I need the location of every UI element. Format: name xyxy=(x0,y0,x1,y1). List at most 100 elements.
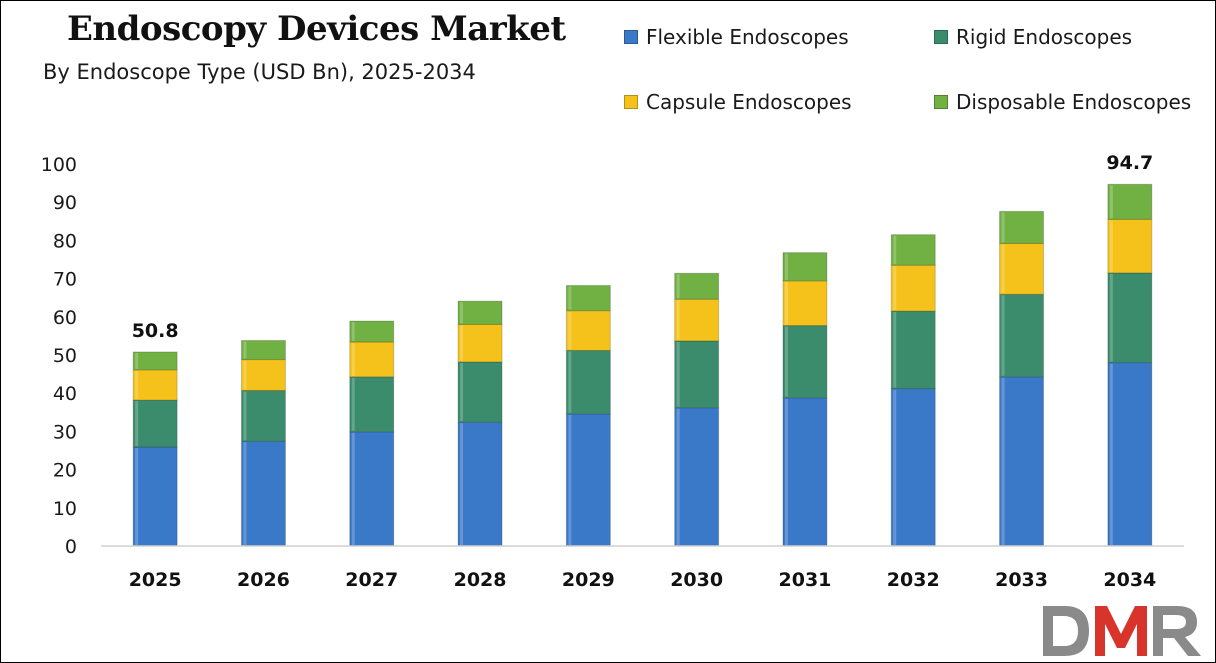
bar-highlight xyxy=(1109,273,1113,362)
bar-segment xyxy=(1107,218,1153,274)
bar-segment xyxy=(782,280,828,327)
bar-segment xyxy=(674,298,720,342)
bar-highlight xyxy=(460,325,464,361)
y-tick-label: 20 xyxy=(53,460,77,482)
x-tick-label: 2029 xyxy=(562,569,615,591)
x-tick-label: 2032 xyxy=(887,569,940,591)
x-tick-label: 2030 xyxy=(670,569,723,591)
bar-highlight xyxy=(893,312,897,388)
bar-highlight xyxy=(135,352,139,369)
y-tick-label: 30 xyxy=(53,421,77,443)
bar-segment xyxy=(674,340,720,409)
bar-segment xyxy=(132,399,178,448)
bar-segment xyxy=(782,252,828,282)
bar-highlight xyxy=(243,391,247,441)
legend-label-rigid: Rigid Endoscopes xyxy=(956,25,1133,49)
y-tick-label: 10 xyxy=(53,498,77,520)
y-tick-label: 60 xyxy=(53,307,77,329)
bar-highlight xyxy=(1001,244,1005,294)
x-tick-label: 2026 xyxy=(237,569,290,591)
bar-highlight xyxy=(568,311,572,350)
bar-highlight xyxy=(1001,212,1005,243)
bar-highlight xyxy=(135,370,139,400)
x-axis: 2025 2026 2027 2028 2029 2030 2031 2032 2033 2034 xyxy=(101,545,1184,591)
data-label: 50.8 xyxy=(132,320,179,342)
bar-segment xyxy=(132,351,178,371)
data-labels: 50.8 94.7 xyxy=(132,152,1154,342)
bar-segment xyxy=(565,413,611,547)
bar-highlight xyxy=(351,322,355,342)
bars xyxy=(132,183,1153,547)
bar-highlight xyxy=(243,442,247,545)
bar-highlight xyxy=(784,398,788,545)
y-tick-label: 80 xyxy=(53,230,77,252)
bar-segment xyxy=(1107,183,1153,220)
bar-highlight xyxy=(1109,363,1113,545)
bar-highlight xyxy=(243,341,247,359)
bar-segment xyxy=(349,376,395,433)
bar-highlight xyxy=(460,423,464,545)
bar-segment xyxy=(890,234,936,266)
bar-segment xyxy=(240,390,286,442)
bar-segment xyxy=(890,310,936,390)
bar-segment xyxy=(457,300,503,325)
legend-swatch-capsule xyxy=(624,95,638,109)
bar-segment xyxy=(999,376,1045,547)
bar-highlight xyxy=(676,408,680,545)
chart-subtitle: By Endoscope Type (USD Bn), 2025-2034 xyxy=(43,60,476,84)
bar-highlight xyxy=(1109,220,1113,272)
bar-highlight xyxy=(568,351,572,413)
bar-highlight xyxy=(784,326,788,397)
bar-segment xyxy=(457,361,503,423)
bar-highlight xyxy=(1001,377,1005,545)
bar-highlight xyxy=(1109,185,1113,219)
bar-segment xyxy=(457,421,503,547)
bar-highlight xyxy=(893,235,897,265)
legend-swatch-flexible xyxy=(624,30,638,44)
bar-segment xyxy=(999,293,1045,378)
y-tick-label: 40 xyxy=(53,383,77,405)
y-tick-label: 100 xyxy=(41,154,77,176)
x-tick-label: 2031 xyxy=(779,569,832,591)
bar-segment xyxy=(349,431,395,547)
chart-title: Endoscopy Devices Market xyxy=(67,9,566,49)
bar-segment xyxy=(999,242,1045,295)
bar-highlight xyxy=(893,266,897,311)
bar-highlight xyxy=(135,448,139,545)
logo-letter-r xyxy=(1153,606,1201,656)
y-tick-label: 70 xyxy=(53,269,77,291)
bar-highlight xyxy=(1001,295,1005,376)
bar-segment xyxy=(782,325,828,399)
bar-highlight xyxy=(243,360,247,390)
x-tick-label: 2034 xyxy=(1103,569,1156,591)
y-tick-label: 0 xyxy=(65,536,77,558)
bar-segment xyxy=(349,320,395,343)
legend-label-flexible: Flexible Endoscopes xyxy=(646,25,849,49)
legend-item-flexible: Flexible Endoscopes xyxy=(624,25,849,49)
bar-highlight xyxy=(351,377,355,431)
bar-segment xyxy=(890,264,936,312)
bar-segment xyxy=(240,359,286,392)
bar-highlight xyxy=(676,341,680,407)
legend-swatch-rigid xyxy=(934,30,948,44)
bar-highlight xyxy=(351,343,355,376)
logo-letter-m xyxy=(1095,606,1147,656)
bar-segment xyxy=(999,210,1045,244)
bar-highlight xyxy=(460,302,464,324)
bar-segment xyxy=(565,349,611,415)
bar-segment xyxy=(1107,362,1153,547)
bar-highlight xyxy=(460,362,464,422)
bar-segment xyxy=(565,310,611,351)
bar-highlight xyxy=(784,281,788,325)
logo-letter-d xyxy=(1043,606,1089,656)
bar-segment xyxy=(240,440,286,547)
bar-segment xyxy=(132,446,178,547)
legend-item-disposable: Disposable Endoscopes xyxy=(934,90,1191,114)
bar-segment xyxy=(674,272,720,300)
x-tick-label: 2028 xyxy=(454,569,507,591)
bar-highlight xyxy=(135,401,139,447)
bar-highlight xyxy=(676,274,680,299)
bar-highlight xyxy=(351,432,355,545)
bar-segment xyxy=(132,369,178,401)
